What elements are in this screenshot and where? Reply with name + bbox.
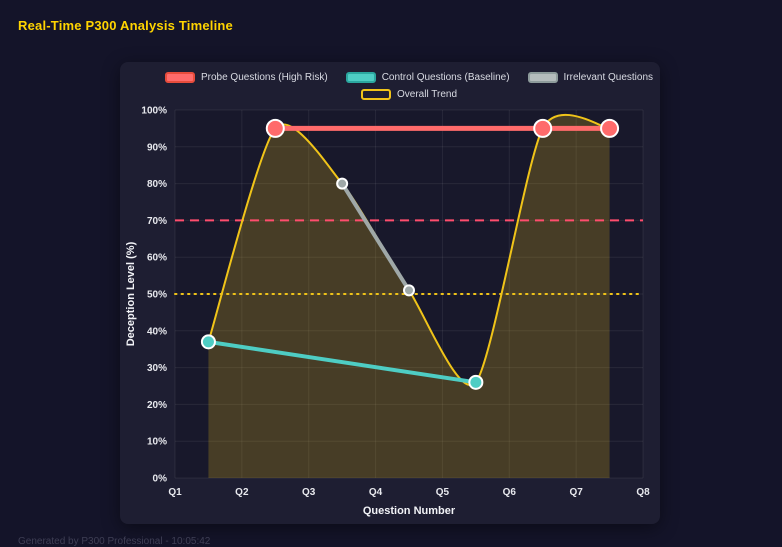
y-tick-label: 80% (147, 179, 167, 190)
x-axis-title: Question Number (363, 505, 456, 517)
y-tick-label: 40% (147, 326, 167, 337)
series-probe-point (600, 118, 620, 138)
y-tick-label: 50% (147, 290, 167, 301)
legend-item-trend[interactable]: Overall Trend (360, 89, 458, 100)
legend-item-irrelevant[interactable]: Irrelevant Questions (527, 72, 654, 83)
x-tick-label: Q4 (369, 487, 383, 498)
legend-row: Probe Questions (High Risk) Control Quest… (164, 72, 653, 83)
x-tick-label: Q8 (636, 487, 650, 498)
legend-row: Overall Trend (175, 89, 643, 100)
page-footer: Generated by P300 Professional - 10:05:4… (18, 536, 211, 547)
legend-swatch-irrelevant (527, 72, 558, 83)
x-tick-label: Q3 (302, 487, 316, 498)
page-title: Real-Time P300 Analysis Timeline (18, 18, 233, 33)
y-tick-label: 20% (147, 400, 167, 411)
x-tick-label: Q5 (436, 487, 450, 498)
y-tick-label: 0% (153, 474, 168, 485)
series-trend-fill (208, 114, 610, 478)
x-tick-label: Q7 (569, 487, 583, 498)
x-tick-label: Q1 (168, 487, 182, 498)
y-tick-label: 100% (141, 106, 167, 117)
y-tick-label: 10% (147, 437, 167, 448)
y-axis-title: Deception Level (%) (125, 241, 137, 346)
y-tick-label: 30% (147, 363, 167, 374)
y-tick-label: 70% (147, 216, 167, 227)
legend-item-control[interactable]: Control Questions (Baseline) (345, 72, 510, 83)
timeline-chart: 0% 10% 20% 30% 40% 50% 60% 70% 80% 90% 100% Q1 Q2 Q3 Q… (125, 106, 650, 518)
y-tick-label: 60% (147, 253, 167, 264)
legend-swatch-control (345, 72, 376, 83)
legend-label: Control Questions (Baseline) (381, 72, 510, 83)
chart-legend: Probe Questions (High Risk) Control Quest… (164, 72, 653, 106)
series-irrelevant-point (336, 177, 349, 190)
series-control-point (468, 374, 484, 390)
series-irrelevant-line (340, 181, 411, 293)
series-control-point (200, 334, 216, 350)
legend-label: Overall Trend (396, 89, 458, 100)
series-probe-point (265, 118, 285, 138)
x-tick-label: Q2 (235, 487, 249, 498)
legend-label: Irrelevant Questions (563, 72, 654, 83)
legend-label: Probe Questions (High Risk) (200, 72, 328, 83)
x-tick-label: Q6 (503, 487, 517, 498)
series-control-line (206, 339, 478, 385)
series-probe-point (533, 118, 553, 138)
y-tick-label: 90% (147, 142, 167, 153)
legend-item-probe[interactable]: Probe Questions (High Risk) (164, 72, 328, 83)
series-irrelevant-point (403, 284, 415, 297)
legend-swatch-trend (360, 89, 391, 100)
legend-swatch-probe (164, 72, 195, 83)
chart-panel: Probe Questions (High Risk) Control Quest… (120, 62, 660, 524)
